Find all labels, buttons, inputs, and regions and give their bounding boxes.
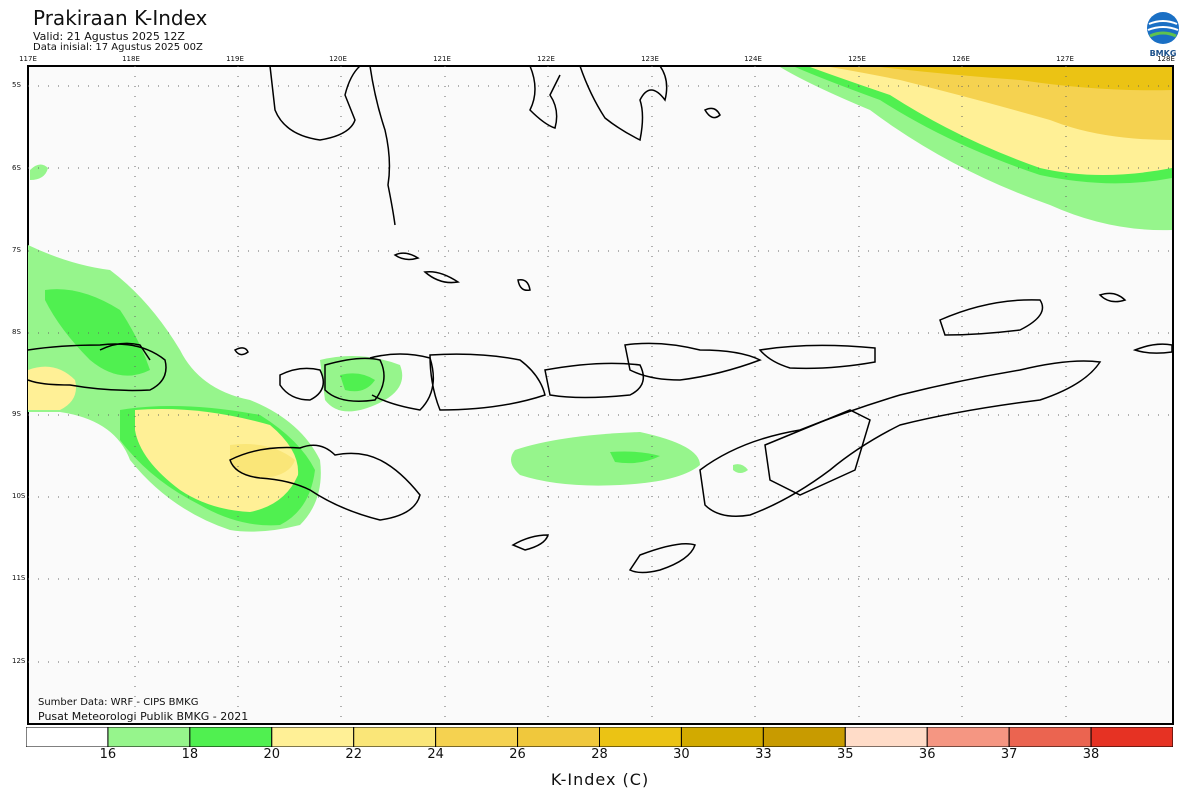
coastlines bbox=[27, 65, 1173, 574]
lat-label: 7S bbox=[12, 246, 21, 254]
legend-tick-label: 28 bbox=[591, 747, 608, 762]
legend-swatch bbox=[189, 727, 273, 747]
legend-swatch bbox=[844, 727, 928, 747]
legend-swatch bbox=[599, 727, 682, 747]
lon-label: 128E bbox=[1157, 55, 1175, 63]
lon-label: 127E bbox=[1056, 55, 1074, 63]
legend-tick-label: 36 bbox=[918, 747, 936, 762]
lon-label: 121E bbox=[433, 55, 451, 63]
data-source: Sumber Data: WRF - CIPS BMKG bbox=[38, 697, 199, 708]
lon-label: 122E bbox=[537, 55, 555, 63]
legend-swatch bbox=[1090, 727, 1173, 747]
legend-swatch bbox=[435, 727, 519, 747]
legend-swatch bbox=[762, 727, 846, 747]
lat-label: 8S bbox=[12, 328, 21, 336]
lon-label: 119E bbox=[226, 55, 244, 63]
legend-tick-label: 37 bbox=[1000, 747, 1018, 762]
map-title: Prakiraan K-Index bbox=[33, 6, 208, 30]
legend-tick-label: 16 bbox=[99, 747, 117, 762]
legend-tick-label: 18 bbox=[181, 747, 199, 762]
lon-label: 123E bbox=[641, 55, 659, 63]
legend-swatch bbox=[271, 727, 355, 747]
initial-time: Data inisial: 17 Agustus 2025 00Z bbox=[33, 42, 203, 53]
lat-label: 5S bbox=[12, 81, 21, 89]
legend-swatch bbox=[107, 727, 191, 747]
lon-label: 118E bbox=[122, 55, 140, 63]
legend-swatch bbox=[680, 727, 764, 747]
bmkg-logo: BMKG bbox=[1147, 12, 1179, 58]
color-legend bbox=[26, 727, 1173, 747]
lat-label: 10S bbox=[12, 492, 26, 500]
legend-swatch bbox=[517, 727, 601, 747]
legend-title: K-Index (C) bbox=[550, 770, 650, 789]
lon-label: 117E bbox=[19, 55, 37, 63]
legend-tick-label: 22 bbox=[345, 747, 362, 762]
credit-org: Pusat Meteorologi Publik BMKG - 2021 bbox=[38, 710, 249, 723]
kindex-field bbox=[28, 67, 1172, 532]
lon-label: 120E bbox=[329, 55, 347, 63]
legend-tick-label: 26 bbox=[509, 747, 526, 762]
legend-tick-label: 35 bbox=[837, 747, 854, 762]
legend-swatch bbox=[1008, 727, 1092, 747]
legend-swatch bbox=[926, 727, 1010, 747]
lat-label: 6S bbox=[12, 164, 21, 172]
legend-swatch bbox=[353, 727, 437, 747]
lon-label: 125E bbox=[848, 55, 866, 63]
lon-label: 124E bbox=[744, 55, 762, 63]
legend-tick-label: 24 bbox=[427, 747, 444, 762]
legend-tick-label: 20 bbox=[263, 747, 281, 762]
lon-label: 126E bbox=[952, 55, 970, 63]
legend-tick-label: 33 bbox=[755, 747, 772, 762]
lat-label: 9S bbox=[12, 410, 21, 418]
logo-text: BMKG bbox=[1150, 49, 1177, 58]
lat-label: 12S bbox=[12, 657, 26, 665]
valid-time: Valid: 21 Agustus 2025 12Z bbox=[33, 30, 185, 43]
legend-swatch bbox=[26, 727, 109, 747]
lat-label: 11S bbox=[12, 574, 26, 582]
legend-tick-label: 30 bbox=[673, 747, 690, 762]
grid-lines bbox=[28, 66, 1173, 724]
legend-tick-label: 38 bbox=[1082, 747, 1100, 762]
